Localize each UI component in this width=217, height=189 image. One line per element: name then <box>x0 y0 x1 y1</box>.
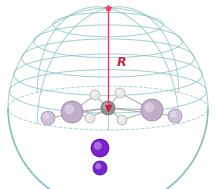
Circle shape <box>115 88 125 98</box>
Circle shape <box>170 111 176 117</box>
Circle shape <box>61 101 83 123</box>
Circle shape <box>103 103 109 109</box>
Circle shape <box>41 111 55 125</box>
Circle shape <box>118 116 123 121</box>
Circle shape <box>64 104 74 114</box>
Circle shape <box>43 113 49 119</box>
Circle shape <box>91 139 109 157</box>
Circle shape <box>92 91 96 96</box>
Circle shape <box>144 102 154 112</box>
Circle shape <box>85 113 95 123</box>
Circle shape <box>141 99 163 121</box>
Circle shape <box>93 161 107 175</box>
Circle shape <box>168 109 182 123</box>
Circle shape <box>94 142 102 150</box>
Circle shape <box>117 90 121 94</box>
Circle shape <box>90 90 100 100</box>
Circle shape <box>87 115 91 119</box>
Circle shape <box>95 163 101 169</box>
Circle shape <box>101 101 115 115</box>
Text: R: R <box>117 56 127 68</box>
Circle shape <box>117 115 127 125</box>
